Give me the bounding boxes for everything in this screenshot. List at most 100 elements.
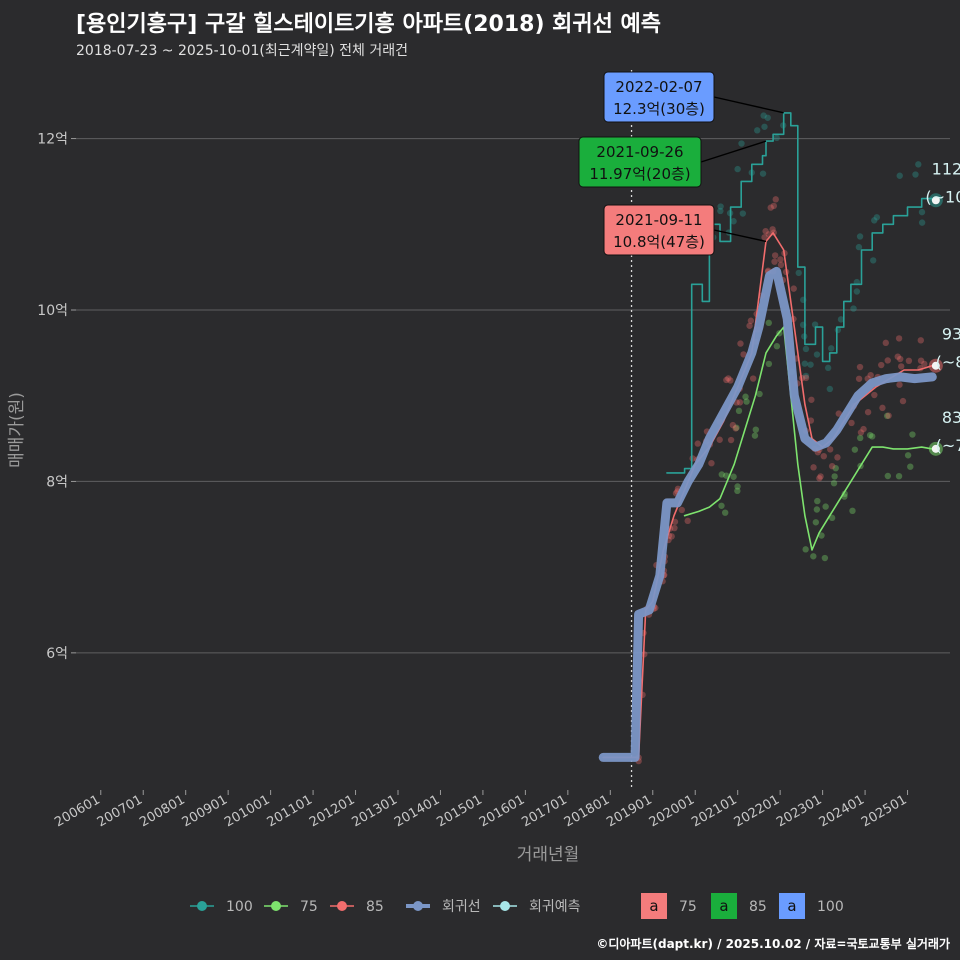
scatter-point	[828, 462, 836, 470]
scatter-point	[743, 398, 750, 405]
scatter-point	[837, 316, 845, 323]
scatter-point	[853, 288, 861, 295]
x-tick-label: 202401	[817, 792, 867, 830]
scatter-point	[733, 424, 740, 431]
end-label-value: 83,812	[942, 408, 960, 427]
scatter-point	[795, 269, 802, 277]
legend-box	[641, 893, 667, 919]
callout-price: 11.97억(20층)	[589, 165, 690, 183]
legend-label: 회귀예측	[529, 899, 581, 915]
scatter-point	[773, 134, 780, 142]
end-point	[931, 444, 940, 453]
scatter-point	[810, 553, 817, 560]
scatter-point	[907, 463, 914, 470]
scatter-point	[717, 203, 724, 210]
scatter-point	[807, 361, 814, 368]
legend-dot	[197, 901, 207, 911]
end-label-area: (~75㎡)	[936, 436, 960, 455]
x-tick-label: 201401	[392, 792, 442, 830]
scatter-point	[816, 475, 823, 482]
scatter-point	[813, 506, 821, 513]
legend-box-label: 85	[749, 899, 767, 915]
scatter-point	[723, 376, 730, 384]
scatter-point	[740, 351, 747, 358]
legend-dot	[500, 901, 510, 911]
scatter-point	[802, 345, 810, 353]
scatter-point	[896, 381, 903, 388]
x-tick-label: 201201	[307, 792, 357, 830]
scatter-point	[899, 397, 907, 405]
scatter-point	[746, 322, 753, 329]
end-label-area: (~100㎡)	[925, 187, 960, 206]
scatter-point	[811, 321, 819, 328]
scatter-point	[684, 517, 691, 525]
series-line-회귀선	[598, 266, 937, 762]
scatter-point	[921, 360, 928, 368]
x-tick-label: 201701	[519, 792, 569, 830]
scatter-point	[813, 351, 821, 358]
scatter-point	[831, 473, 838, 480]
legend-dot	[413, 901, 423, 911]
legend-label: 100	[226, 899, 253, 915]
scatter-point	[850, 305, 857, 312]
x-axis-title: 거래년월	[517, 845, 580, 865]
end-label-value: 93,496	[942, 325, 960, 344]
scatter-point	[866, 431, 874, 439]
legend-dot	[337, 901, 347, 911]
x-tick-label: 202001	[647, 792, 697, 830]
callout-box	[603, 71, 715, 123]
scatter-point	[727, 377, 734, 384]
scatter-point	[716, 436, 723, 443]
series-line-75	[683, 326, 934, 551]
scatter-point	[771, 252, 779, 259]
x-tick-label: 200801	[137, 792, 187, 830]
scatter-point	[777, 256, 784, 263]
legend-label: 85	[366, 899, 384, 915]
legend-box-label: 75	[679, 899, 697, 915]
scatter-point	[772, 196, 779, 203]
scatter-point	[870, 257, 877, 264]
scatter-point	[747, 317, 755, 324]
scatter-point	[739, 210, 747, 217]
callout-date: 2021-09-26	[596, 143, 683, 161]
scatter-point	[824, 364, 832, 372]
scatter-point	[873, 214, 881, 221]
scatter-point	[708, 459, 715, 467]
scatter-point	[860, 425, 867, 433]
x-tick-label: 200701	[95, 792, 145, 830]
legend-box	[779, 893, 805, 919]
scatter-point	[871, 217, 878, 224]
scatter-point	[742, 393, 749, 400]
scatter-point	[773, 343, 781, 350]
scatter-point	[752, 426, 760, 433]
scatter-point	[812, 519, 820, 526]
scatter-point	[761, 234, 768, 241]
scatter-point	[759, 170, 767, 177]
scatter-point	[801, 360, 809, 367]
chart-caption: ©디아파트(dapt.kr) / 2025.10.02 / 자료=국토교통부 실…	[596, 937, 950, 951]
callout-date: 2022-02-07	[615, 78, 702, 96]
x-tick-label: 202101	[689, 792, 739, 830]
x-tick-label: 201101	[265, 792, 315, 830]
end-label-value: 112,800	[932, 159, 960, 178]
scatter-point	[729, 421, 737, 429]
scatter-point	[814, 497, 821, 505]
scatter-point	[689, 455, 696, 462]
scatter-point	[790, 285, 797, 292]
x-tick-label: 201601	[477, 792, 527, 830]
scatter-point	[885, 412, 892, 419]
y-axis-title: 매매가(원)	[7, 392, 27, 468]
scatter-point	[882, 339, 889, 347]
scatter-point	[764, 114, 771, 121]
legend-box-label: 100	[817, 899, 844, 915]
scatter-point	[821, 554, 829, 562]
scatter-point	[808, 396, 815, 403]
scatter-point	[727, 436, 735, 444]
scatter-point	[830, 479, 838, 487]
scatter-point	[826, 385, 834, 393]
scatter-point	[770, 202, 778, 210]
x-tick-label: 200601	[52, 792, 102, 830]
scatter-point	[894, 353, 901, 360]
chart-subtitle: 2018-07-23 ~ 2025-10-01(최근계약일) 전체 거래건	[76, 43, 408, 59]
